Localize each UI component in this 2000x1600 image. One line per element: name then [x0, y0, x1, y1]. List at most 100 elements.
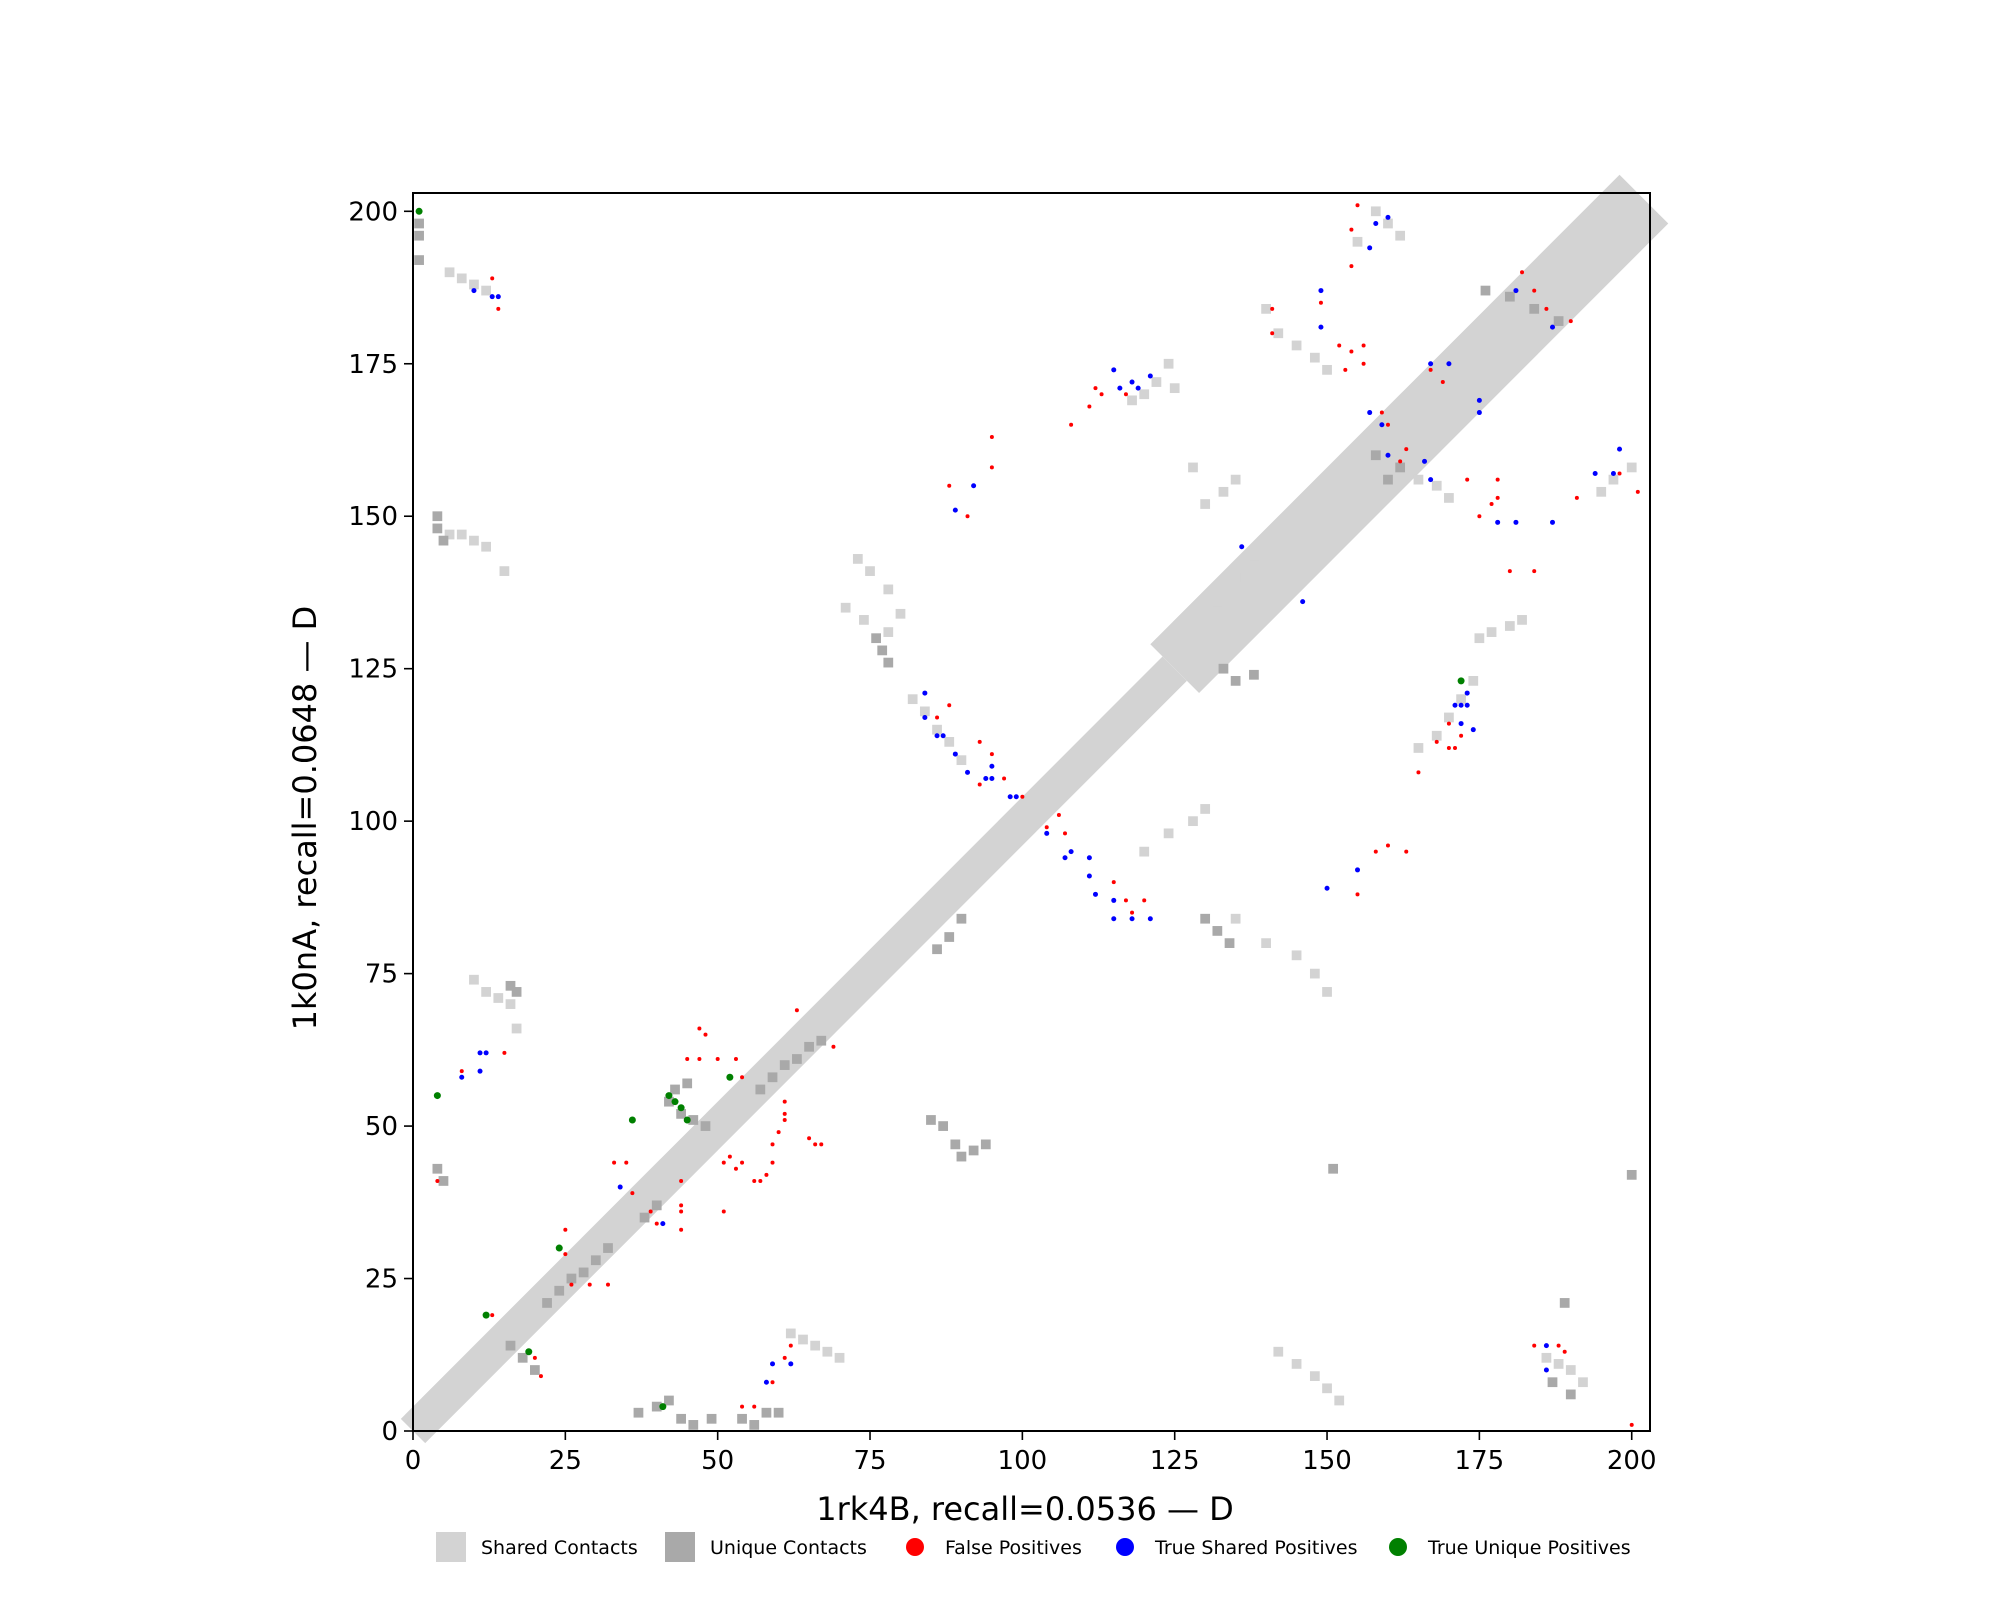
true-shared-positive-point	[763, 1379, 769, 1385]
shared-contact-cell	[1626, 462, 1637, 473]
false-positive-point	[1349, 227, 1354, 232]
false-positive-point	[831, 1044, 836, 1049]
unique-contact-cell	[804, 1041, 814, 1052]
false-positive-point	[569, 1282, 574, 1287]
true-shared-positive-point	[1373, 220, 1379, 226]
shared-contact-cell	[1517, 615, 1527, 625]
true-shared-positive-point	[1610, 471, 1616, 477]
unique-contact-cell	[529, 1365, 540, 1375]
unique-contact-cell	[1547, 1377, 1558, 1388]
true-shared-positive-point	[940, 733, 946, 739]
shared-contact-cell	[481, 987, 491, 997]
unique-contact-cell	[414, 230, 424, 241]
shared-contact-cell	[895, 608, 906, 619]
shared-contact-cell	[865, 566, 875, 576]
true-shared-positive-point	[983, 775, 989, 781]
unique-contact-cell	[676, 1109, 686, 1119]
shared-contact-cell	[1334, 1395, 1345, 1406]
true-shared-positive-point	[1092, 891, 1098, 897]
true-shared-positive-point	[922, 690, 928, 696]
false-positive-point	[977, 739, 982, 744]
true-unique-positive-point	[665, 1092, 673, 1100]
shared-contact-cell	[840, 602, 851, 613]
x-tick-label: 25	[549, 1446, 582, 1476]
shared-contact-cell	[1212, 596, 1223, 607]
true-shared-positive-point	[489, 294, 495, 300]
unique-contact-cell	[1328, 1163, 1339, 1174]
true-shared-positive-point	[1550, 519, 1556, 525]
unique-contact-cell	[438, 535, 449, 546]
unique-contact-cell	[944, 932, 955, 942]
unique-contact-cell	[432, 523, 443, 534]
true-shared-positive-point	[495, 294, 501, 300]
false-positive-point	[989, 434, 994, 439]
unique-contact-cell	[1212, 926, 1223, 936]
false-positive-point	[1002, 776, 1007, 781]
false-positive-point	[1532, 288, 1537, 293]
y-tick-label: 100	[348, 807, 398, 837]
false-positive-point	[1361, 361, 1366, 366]
unique-contact-cell	[877, 645, 888, 656]
false-positive-point	[977, 782, 982, 787]
shared-contact-cell	[1163, 828, 1174, 839]
shared-contact-cell	[499, 566, 510, 576]
false-positive-point	[1398, 459, 1403, 464]
shared-contact-cell	[907, 694, 918, 705]
shared-contact-cell	[1444, 493, 1454, 503]
true-shared-positive-point	[1458, 721, 1464, 727]
true-shared-positive-point	[483, 1050, 489, 1056]
false-positive-point	[1142, 898, 1147, 903]
unique-contact-cell	[670, 1084, 680, 1095]
unique-contact-cell	[767, 1072, 778, 1083]
x-tick-label: 100	[998, 1446, 1048, 1476]
y-tick-label: 75	[365, 960, 398, 990]
true-shared-positive-point	[1013, 794, 1019, 800]
unique-contact-cell	[1383, 474, 1393, 485]
false-positive-point	[563, 1252, 568, 1257]
unique-contact-cell	[664, 1096, 674, 1107]
false-positive-point	[612, 1160, 617, 1165]
x-axis-label: 1rk4B, recall=0.0536 — D	[816, 1490, 1234, 1528]
unique-contact-cell	[773, 1407, 784, 1418]
shared-contact-cell	[1139, 389, 1150, 400]
shared-contact-cell	[1230, 572, 1241, 583]
true-shared-positive-point	[459, 1074, 465, 1080]
shared-contact-cell	[1309, 1371, 1320, 1381]
true-shared-positive-point	[1476, 410, 1482, 416]
unique-contact-cell	[1395, 462, 1406, 473]
unique-contact-cell	[517, 1352, 528, 1363]
false-positive-point	[782, 1099, 787, 1104]
true-shared-positive-point	[1324, 885, 1330, 891]
true-shared-positive-point	[1367, 245, 1373, 251]
unique-contact-cell	[651, 1200, 662, 1211]
false-positive-point	[989, 752, 994, 757]
true-shared-positive-point	[1446, 361, 1452, 367]
unique-contact-cell	[956, 913, 967, 924]
true-shared-positive-point	[617, 1184, 623, 1190]
shared-contact-cell	[883, 584, 894, 595]
true-shared-positive-point	[952, 751, 958, 757]
true-unique-positive-point	[525, 1348, 533, 1356]
shared-contact-cell	[822, 1346, 833, 1357]
unique-contact-cell	[1218, 663, 1229, 674]
x-tick-label: 200	[1607, 1446, 1657, 1476]
true-shared-positive-point	[788, 1361, 794, 1367]
shared-contact-cell	[834, 1352, 845, 1363]
false-positive-point	[435, 1178, 440, 1183]
false-positive-point	[1385, 422, 1390, 427]
shared-contact-cell	[481, 541, 491, 552]
shared-contact-cell	[1139, 846, 1150, 857]
false-positive-point	[758, 1178, 763, 1183]
true-shared-positive-point	[934, 733, 940, 739]
false-positive-point	[1385, 843, 1390, 848]
shared-contact-cell	[932, 724, 942, 735]
true-shared-positive-point	[1476, 397, 1482, 403]
shared-contact-cell	[1383, 218, 1393, 229]
true-shared-positive-point	[1111, 916, 1117, 922]
shared-contact-cell	[1322, 364, 1332, 375]
false-positive-point	[1520, 270, 1525, 275]
unique-contact-cell	[542, 1298, 552, 1308]
false-positive-point	[1404, 849, 1409, 854]
unique-contact-cell	[1480, 285, 1491, 296]
